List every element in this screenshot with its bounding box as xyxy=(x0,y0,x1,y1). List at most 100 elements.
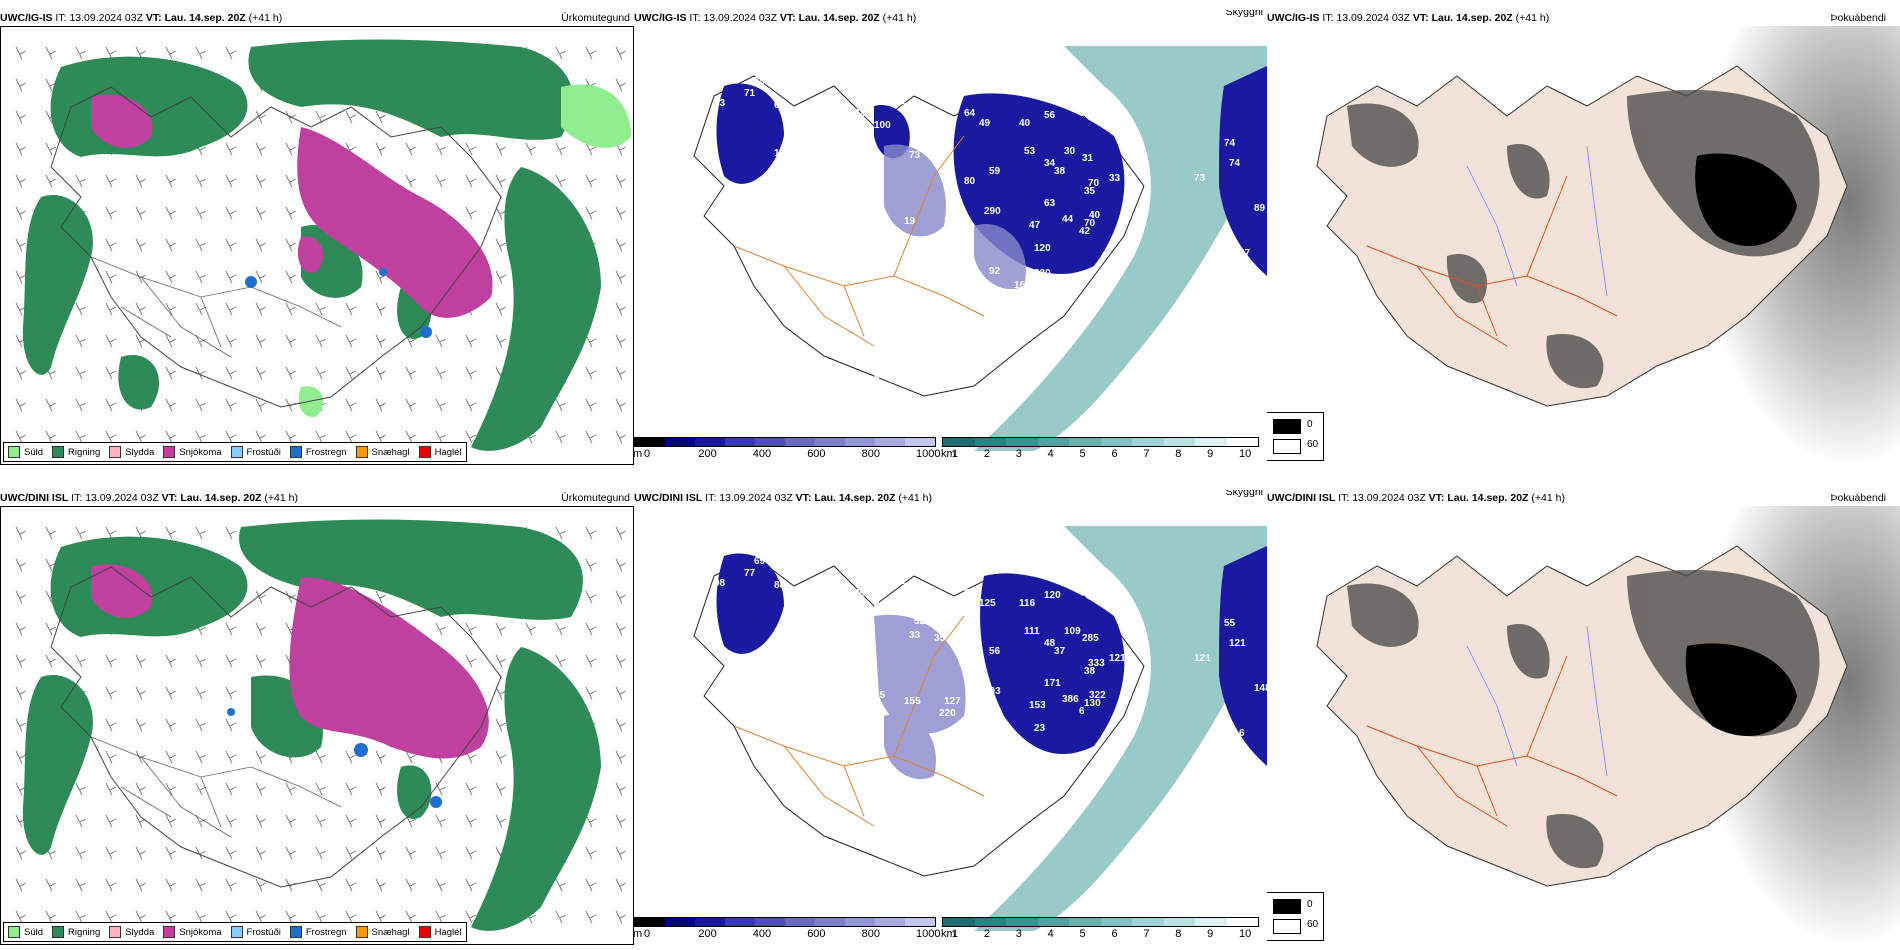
wind-barb xyxy=(555,46,566,60)
colorbar-tick-label: 200 xyxy=(698,448,717,460)
cloud-base-label: 57 xyxy=(964,588,976,599)
cloud-base-label: 67 xyxy=(1239,248,1251,259)
wind-barb xyxy=(615,174,626,188)
colorbar-tick-label: 1 xyxy=(952,448,959,460)
wind-barb xyxy=(405,750,416,764)
wind-barb xyxy=(135,238,146,252)
colorbar-segment xyxy=(845,918,875,926)
cloud-base-label: 74 xyxy=(1224,138,1236,149)
wind-barb xyxy=(15,910,26,924)
legend-swatch xyxy=(8,926,20,938)
wind-barb xyxy=(375,846,386,860)
wind-barb xyxy=(405,430,416,444)
wind-barb xyxy=(285,302,296,316)
legend-swatch xyxy=(289,926,302,938)
cloud-base-label: 212 xyxy=(939,228,956,239)
wind-barb xyxy=(615,334,626,348)
wind-barb xyxy=(255,206,266,220)
wind-barb xyxy=(105,46,116,60)
precip-legend: Súld Rigning Slydda Snjókoma Frostúði Fr… xyxy=(3,922,467,942)
wind-barb xyxy=(255,238,266,252)
wind-barb xyxy=(315,846,326,860)
wind-barb xyxy=(405,846,416,860)
lead-time: (+41 h) xyxy=(264,492,298,504)
wind-barb xyxy=(135,654,146,668)
wind-barb xyxy=(195,782,206,796)
cloud-base-label: 80 xyxy=(964,176,976,187)
it-label: IT: xyxy=(1322,12,1334,24)
cloud-base-label: 127 xyxy=(944,696,961,707)
wind-barb xyxy=(465,622,476,636)
wind-barb xyxy=(105,238,116,252)
wind-barb xyxy=(135,750,146,764)
drizzle-area xyxy=(298,84,631,418)
cloud-base-label: 322 xyxy=(1089,690,1106,701)
legend-item-snjokoma: Snjókoma xyxy=(163,446,222,458)
colorbar-tick-label: 400 xyxy=(752,448,772,460)
wind-barb xyxy=(615,270,626,284)
cloud-base-label: 38 xyxy=(1054,166,1066,177)
wind-barb xyxy=(195,526,206,540)
fog-map xyxy=(1316,26,1900,465)
wind-barb xyxy=(225,878,236,892)
wind-barb xyxy=(435,174,446,188)
road-network xyxy=(733,135,985,347)
colorbar-segment xyxy=(974,438,1006,446)
colorbar-segment xyxy=(815,438,845,446)
wind-barb xyxy=(105,174,116,188)
colorbar-segment xyxy=(635,918,665,926)
visibility-band xyxy=(974,46,1267,451)
vt-label: VT: xyxy=(161,492,178,504)
legend-swatch xyxy=(355,446,368,458)
wind-barb xyxy=(135,686,146,700)
legend-item-slydda: Slydda xyxy=(109,446,154,458)
wind-barb xyxy=(135,910,146,924)
wind-barb xyxy=(45,654,56,668)
valid-time: Lau. 14.sep. 20Z xyxy=(1447,492,1529,504)
fog-panel-bottom: UWC/DINI ISL IT: 13.09.2024 03Z VT: Lau.… xyxy=(1267,490,1900,945)
valid-time: Lau. 14.sep. 20Z xyxy=(798,12,880,24)
cloud-base-label: 55 xyxy=(954,88,966,99)
cloud-base-label: 109 xyxy=(1064,626,1081,637)
wind-barb xyxy=(585,878,596,892)
precip-map xyxy=(15,519,626,931)
wind-barb xyxy=(345,430,356,444)
wind-barb xyxy=(135,270,146,284)
wind-barb xyxy=(285,366,296,380)
cloud-base-label: 148 xyxy=(1254,683,1267,694)
wind-barb xyxy=(225,398,236,412)
wind-barb xyxy=(195,686,206,700)
fog-swatch-60 xyxy=(1273,919,1301,934)
wind-barb xyxy=(255,110,266,124)
wind-barb xyxy=(615,302,626,316)
legend-swatch xyxy=(230,926,243,938)
wind-barb xyxy=(105,878,116,892)
cloud-base-label: 6 xyxy=(874,373,880,384)
colorbar-tick-label: 3 xyxy=(1015,928,1022,940)
cloud-base-label: 77 xyxy=(744,568,756,579)
wind-barb xyxy=(435,142,446,156)
colorbar-tick-label: 1000 xyxy=(916,448,941,460)
wind-barb xyxy=(465,142,476,156)
colorbar-segment xyxy=(695,918,725,926)
wind-barb xyxy=(495,206,506,220)
colorbar-tick-label: 3 xyxy=(1015,448,1022,460)
model-name: UWC/DINI ISL xyxy=(0,492,69,504)
wind-barb xyxy=(615,878,626,892)
road-network xyxy=(90,736,342,838)
wind-barb xyxy=(585,686,596,700)
legend-item-frostregn: Frostregn xyxy=(289,926,347,938)
wind-barb xyxy=(105,846,116,860)
cloud-base-label: 75 xyxy=(804,280,816,291)
wind-barb xyxy=(495,750,506,764)
wind-barb xyxy=(195,750,206,764)
legend-item-haglel: Haglél xyxy=(418,926,462,938)
wind-barb xyxy=(105,718,116,732)
legend-item-snaehagl: Snæhagl xyxy=(355,446,410,458)
cloud-base-label: 80 xyxy=(874,210,886,221)
legend-item-snjokoma: Snjókoma xyxy=(163,926,222,938)
wind-barb xyxy=(405,174,416,188)
wind-barb xyxy=(195,910,206,924)
wind-barb xyxy=(315,814,326,828)
